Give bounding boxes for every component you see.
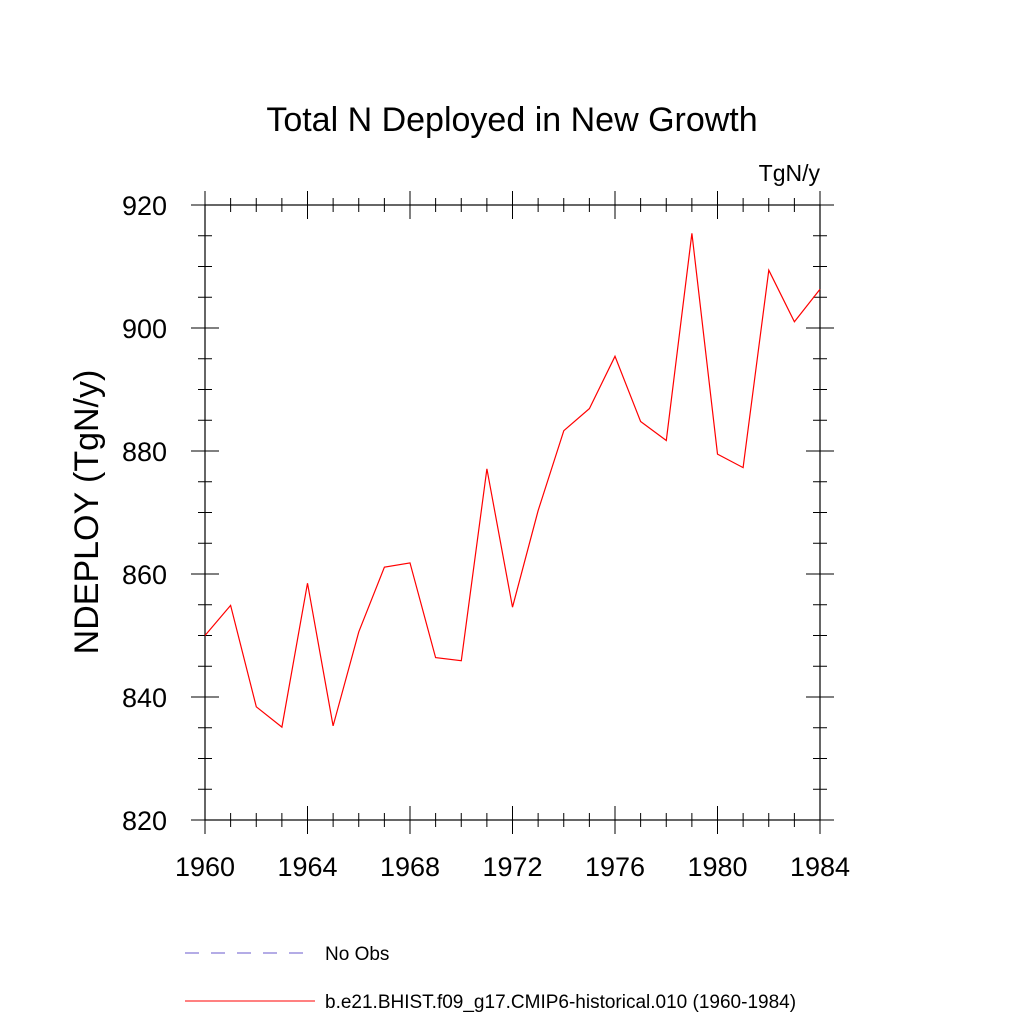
plot-frame	[204, 204, 821, 821]
x-tick-label: 1964	[277, 852, 337, 882]
y-tick-label: 900	[122, 314, 167, 344]
chart-title: Total N Deployed in New Growth	[266, 101, 757, 139]
y-tick-label: 860	[122, 560, 167, 590]
x-tick-label: 1976	[585, 852, 645, 882]
axis-ticks	[191, 191, 834, 834]
units-label: TgN/y	[759, 160, 821, 186]
x-tick-label: 1968	[380, 852, 440, 882]
legend-label-no-obs: No Obs	[325, 944, 389, 965]
y-tick-labels: 820 840 860 880 900 920	[122, 191, 167, 836]
y-tick-label: 920	[122, 191, 167, 221]
x-tick-label: 1960	[175, 852, 235, 882]
series-lines	[204, 233, 821, 729]
y-tick-label: 840	[122, 683, 167, 713]
series-line-historical	[204, 233, 821, 729]
y-tick-label: 880	[122, 437, 167, 467]
x-tick-label: 1980	[687, 852, 747, 882]
x-tick-label: 1984	[790, 852, 850, 882]
x-tick-labels: 1960 1964 1968 1972 1976 1980 1984	[175, 852, 850, 882]
legend: No Obs b.e21.BHIST.f09_g17.CMIP6-histori…	[185, 944, 796, 1013]
legend-label-historical: b.e21.BHIST.f09_g17.CMIP6-historical.010…	[325, 992, 796, 1013]
y-tick-label: 820	[122, 806, 167, 836]
x-tick-label: 1972	[482, 852, 542, 882]
y-axis-label: NDEPLOY (TgN/y)	[68, 370, 106, 655]
